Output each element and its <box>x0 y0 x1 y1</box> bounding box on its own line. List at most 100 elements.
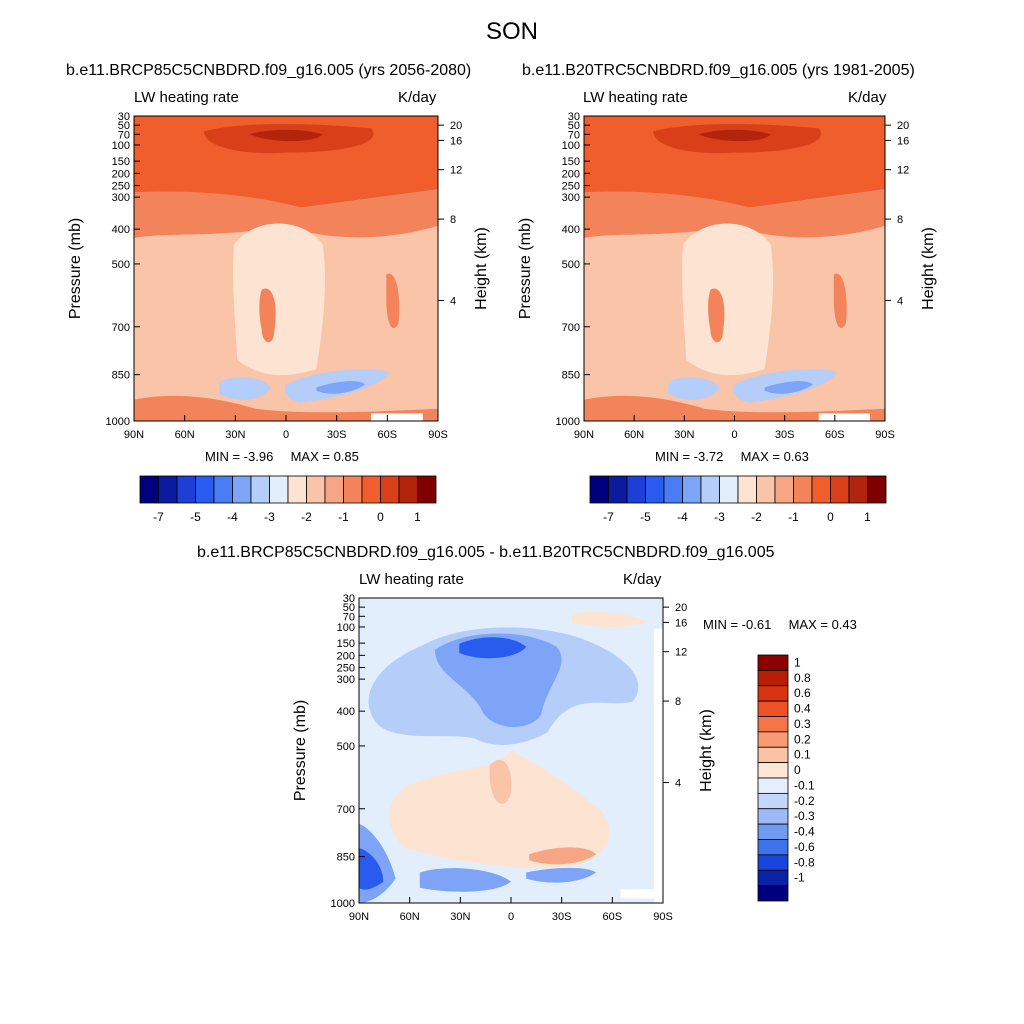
colorbar-swatch-3 <box>757 700 789 717</box>
colorbar-swatch-9 <box>757 792 789 810</box>
colorbar-label-6: 0.1 <box>794 748 811 762</box>
ytick-label-200: 200 <box>562 168 580 180</box>
colorbar-diff: 1 0.80.6 0.40.30.2 0.10-0.1 -0.2-0.3 -0.4-0.6… <box>757 654 815 902</box>
ytick-label-500: 500 <box>112 259 130 271</box>
colorbar-swatch-4 <box>663 475 683 504</box>
ytick-label-50: 50 <box>568 120 580 132</box>
colorbar-swatch-10 <box>324 475 344 504</box>
colorbar-label-1: 1 <box>864 510 871 524</box>
colorbar-label--4: -4 <box>677 510 688 524</box>
min-label-diff: MIN = <box>703 617 739 632</box>
ytick-label-250: 250 <box>337 663 355 675</box>
units-label-rcp85: K/day <box>398 89 437 106</box>
contour-region-4 <box>233 223 326 376</box>
contour-region-3 <box>388 750 610 869</box>
max-label-rcp85: MAX = <box>290 449 330 464</box>
contour-region-3 <box>698 129 771 142</box>
colorbar-swatch-9 <box>756 475 776 504</box>
xtick-label-60S: 60S <box>825 429 845 441</box>
max-value-rcp85: 0.85 <box>333 449 359 464</box>
panel-title-rcp85: b.e11.BRCP85C5CNBDRD.f09_g16.005 (yrs 20… <box>66 62 472 79</box>
colorbar-label--1: -1 <box>338 510 349 524</box>
colorbar-swatch-9 <box>306 475 326 504</box>
xtick-label-0: 0 <box>283 429 289 441</box>
ytick-label-200: 200 <box>337 650 355 662</box>
panel-title-diff: b.e11.BRCP85C5CNBDRD.f09_g16.005 - b.e11… <box>197 544 775 561</box>
colorbar-swatch-7 <box>719 475 739 504</box>
colorbar-label--7: -7 <box>153 510 164 524</box>
min-value-rcp85: -3.96 <box>243 449 274 464</box>
colorbar-swatch-13 <box>380 475 400 504</box>
colorbar-swatch-0 <box>589 475 609 504</box>
colorbar-label-2: 0.6 <box>794 686 811 700</box>
xtick-label-60N: 60N <box>175 429 195 441</box>
min-label-rcp85: MIN = <box>205 449 241 464</box>
contour-region-9 <box>219 377 271 400</box>
contour-region-1 <box>435 633 562 727</box>
y-axis-label-height: Height (km) <box>698 709 715 792</box>
colorbar-swatch-5 <box>232 475 252 504</box>
colorbar-swatch-7 <box>757 762 789 779</box>
colorbar-swatch-1 <box>757 669 789 687</box>
colorbar-label-11: -0.4 <box>794 825 815 839</box>
contour-region-8 <box>584 395 885 421</box>
colorbar-label-5: 0.2 <box>794 732 811 746</box>
ytick-label-400: 400 <box>562 224 580 236</box>
colorbar-swatch-0 <box>139 475 159 504</box>
units-label-b20tr: K/day <box>848 89 887 106</box>
htick-label-20: 20 <box>675 602 687 614</box>
xtick-label-30N: 30N <box>674 429 694 441</box>
colorbar-label--2: -2 <box>751 510 762 524</box>
colorbar-swatch-5 <box>757 731 789 748</box>
ytick-label-50: 50 <box>118 120 130 132</box>
contour-region-5 <box>529 847 597 865</box>
colorbar-swatch-0 <box>757 654 789 671</box>
htick-label-16: 16 <box>450 135 462 147</box>
minmax-rcp85: MIN = -3.96 MAX = 0.85 <box>205 449 359 464</box>
xtick-label-60N: 60N <box>624 429 644 441</box>
xtick-label-0: 0 <box>731 429 737 441</box>
colorbar-label-0: 1 <box>794 655 801 669</box>
ytick-label-250: 250 <box>112 181 130 193</box>
colorbar-label--1: -1 <box>788 510 799 524</box>
xtick-label-90S: 90S <box>875 429 895 441</box>
colorbar-label--7: -7 <box>603 510 614 524</box>
colorbar-swatch-1 <box>158 475 178 504</box>
ytick-label-100: 100 <box>112 140 130 152</box>
colorbar-swatch-8 <box>737 475 757 504</box>
contour-region-9 <box>526 867 597 883</box>
xtick-label-90N: 90N <box>349 911 369 923</box>
ytick-label-300: 300 <box>112 192 130 204</box>
contour-region-5 <box>259 288 276 343</box>
minmax-b20tr: MIN = -3.72 MAX = 0.63 <box>655 449 809 464</box>
var-label-b20tr: LW heating rate <box>583 89 688 106</box>
y-axis-label-height: Height (km) <box>920 227 937 310</box>
page-title: SON <box>485 18 538 45</box>
ytick-label-70: 70 <box>568 129 580 141</box>
ytick-label-100: 100 <box>337 622 355 634</box>
y-axis-label-pressure: Pressure (mb) <box>67 218 84 319</box>
colorbar-swatch-11 <box>343 475 363 504</box>
ytick-label-400: 400 <box>112 224 130 236</box>
min-value-diff: -0.61 <box>741 617 772 632</box>
colorbar-swatch-8 <box>757 777 789 794</box>
contour-region-8 <box>419 868 511 892</box>
colorbar-swatch-10 <box>774 475 794 504</box>
colorbar-swatch-6 <box>700 475 720 504</box>
contour-region-10 <box>571 612 648 627</box>
colorbar-swatch-2 <box>176 475 196 504</box>
colorbar-label-1: 1 <box>414 510 421 524</box>
colorbar-swatch-11 <box>793 475 813 504</box>
colorbar-swatch-14 <box>757 869 789 887</box>
contour-region-9 <box>668 377 720 400</box>
xtick-label-30S: 30S <box>775 429 795 441</box>
contour-region-7 <box>359 848 384 890</box>
colorbar-label--3: -3 <box>714 510 725 524</box>
contour-region-12 <box>653 628 663 903</box>
htick-label-8: 8 <box>675 696 681 708</box>
htick-label-12: 12 <box>897 165 909 177</box>
ytick-label-150: 150 <box>337 638 355 650</box>
colorbar-swatch-4 <box>213 475 233 504</box>
ytick-label-700: 700 <box>337 804 355 816</box>
ytick-label-150: 150 <box>562 156 580 168</box>
